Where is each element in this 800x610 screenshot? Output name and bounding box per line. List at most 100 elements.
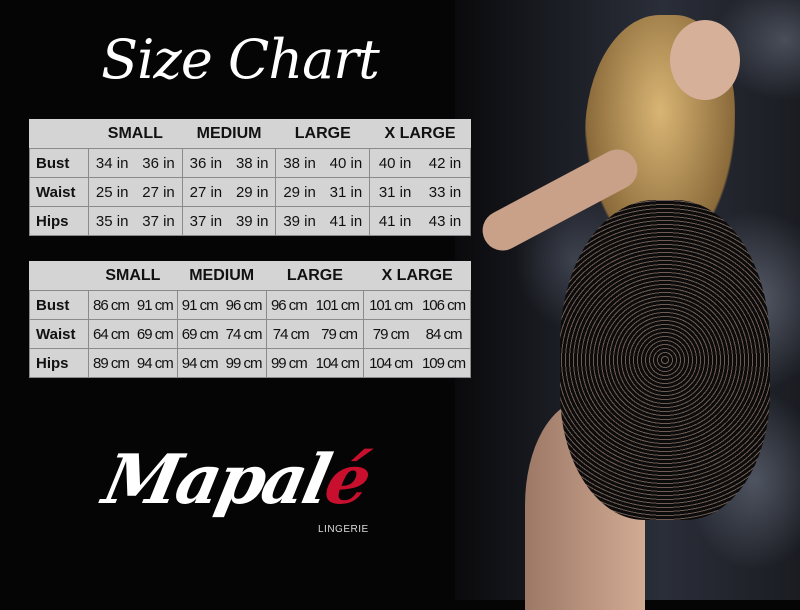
measure-label: Waist — [29, 319, 89, 349]
table-row: Hips 35 in 37 in 37 in 39 in 39 in 41 in 41 in 4… — [29, 206, 471, 236]
size-range-cell: 31 in 33 in — [369, 177, 471, 207]
range-max: 38 in — [235, 154, 269, 172]
size-range-cell: 36 in 38 in — [181, 148, 277, 178]
size-range-cell: 64 cm 69 cm — [88, 319, 178, 349]
range-min: 35 in — [95, 212, 129, 230]
range-min: 39 in — [283, 212, 316, 230]
range-max: 91 cm — [136, 296, 174, 314]
range-max: 101 cm — [315, 296, 360, 314]
logo-text: Mapal — [96, 440, 336, 520]
range-min: 31 in — [378, 183, 412, 201]
range-max: 40 in — [329, 154, 363, 172]
range-max: 106 cm — [421, 296, 466, 314]
range-max: 99 cm — [225, 354, 263, 372]
size-header: SMALL — [105, 266, 161, 284]
size-range-cell: 39 in 41 in — [275, 206, 371, 236]
model-photo — [455, 0, 800, 610]
size-range-cell: 74 cm 79 cm — [265, 319, 365, 349]
range-min: 29 in — [283, 183, 316, 201]
size-range-cell: 94 cm 99 cm — [176, 348, 267, 378]
size-range-cell: 69 cm 74 cm — [176, 319, 267, 349]
range-min: 91 cm — [181, 296, 219, 314]
size-range-cell: 96 cm 101 cm — [265, 290, 365, 320]
size-range-cell: 40 in 42 in — [369, 148, 471, 178]
measure-label: Hips — [29, 348, 89, 378]
range-max: 31 in — [329, 183, 363, 201]
range-max: 104 cm — [315, 354, 360, 372]
corner-cell — [30, 261, 89, 291]
size-header: LARGE — [286, 266, 343, 284]
size-range-cell: 25 in 27 in — [88, 177, 183, 207]
size-range-cell: 101 cm 106 cm — [363, 290, 471, 320]
range-max: 94 cm — [136, 354, 174, 372]
range-min: 40 in — [378, 154, 412, 172]
table-row: Bust 34 in 36 in 36 in 38 in 38 in 40 in 40 in 4… — [29, 148, 471, 178]
range-max: 79 cm — [321, 325, 358, 343]
range-min: 25 in — [95, 183, 129, 201]
model-face — [670, 20, 740, 100]
range-min: 99 cm — [270, 354, 308, 372]
size-header: LARGE — [294, 124, 351, 142]
range-min: 69 cm — [181, 325, 219, 343]
size-range-cell: 35 in 37 in — [88, 206, 183, 236]
size-range-cell: 29 in 31 in — [275, 177, 371, 207]
measure-label: Waist — [29, 177, 89, 207]
table-row: Waist 64 cm 69 cm 69 cm 74 cm 74 cm 79 cm 79 cm… — [29, 319, 471, 349]
range-max: 36 in — [142, 154, 175, 172]
size-header: X LARGE — [384, 124, 456, 142]
header-row: SMALL MEDIUM LARGE X LARGE — [29, 119, 471, 149]
page-title: Size Chart — [101, 28, 380, 91]
table-row: Hips 89 cm 94 cm 94 cm 99 cm 99 cm 104 cm 104 c… — [29, 348, 471, 378]
range-min: 104 cm — [369, 354, 413, 372]
range-max: 43 in — [428, 212, 462, 230]
range-min: 41 in — [378, 212, 412, 230]
range-min: 74 cm — [272, 325, 310, 343]
range-max: 96 cm — [225, 296, 263, 314]
range-min: 79 cm — [372, 325, 410, 343]
range-max: 39 in — [235, 212, 269, 230]
brand-logo: Mapalé — [96, 440, 375, 520]
lace-bodysuit — [560, 200, 770, 520]
size-header: MEDIUM — [196, 124, 262, 142]
size-range-cell: 27 in 29 in — [181, 177, 277, 207]
range-max: 29 in — [235, 183, 269, 201]
measure-label: Bust — [29, 290, 89, 320]
size-header: SMALL — [107, 124, 163, 142]
size-header: X LARGE — [381, 266, 453, 284]
range-min: 37 in — [189, 212, 223, 230]
table-row: Waist 25 in 27 in 27 in 29 in 29 in 31 in 31 in… — [29, 177, 471, 207]
range-min: 38 in — [283, 154, 316, 172]
table-row: Bust 86 cm 91 cm 91 cm 96 cm 96 cm 101 cm 101 c… — [29, 290, 471, 320]
range-min: 36 in — [189, 154, 223, 172]
range-min: 94 cm — [181, 354, 219, 372]
range-min: 89 cm — [93, 354, 130, 372]
size-header: MEDIUM — [189, 266, 255, 284]
range-min: 96 cm — [270, 296, 308, 314]
range-max: 74 cm — [225, 325, 263, 343]
header-row: SMALL MEDIUM LARGE X LARGE — [29, 261, 471, 291]
logo-subtitle: LINGERIE — [318, 524, 369, 535]
size-range-cell: 91 cm 96 cm — [176, 290, 267, 320]
range-max: 84 cm — [425, 325, 463, 343]
size-table-inches: SMALL MEDIUM LARGE X LARGE Bust 34 in 36 in 36 … — [29, 119, 471, 236]
range-max: 109 cm — [421, 354, 466, 372]
size-range-cell: 89 cm 94 cm — [88, 348, 178, 378]
range-min: 34 in — [95, 154, 129, 172]
size-range-cell: 41 in 43 in — [369, 206, 471, 236]
range-max: 41 in — [329, 212, 363, 230]
size-range-cell: 99 cm 104 cm — [265, 348, 365, 378]
range-min: 27 in — [189, 183, 223, 201]
range-max: 42 in — [428, 154, 462, 172]
range-min: 86 cm — [93, 296, 130, 314]
measure-label: Bust — [29, 148, 89, 178]
size-range-cell: 38 in 40 in — [275, 148, 371, 178]
range-max: 37 in — [142, 212, 175, 230]
size-range-cell: 37 in 39 in — [181, 206, 277, 236]
size-range-cell: 104 cm 109 cm — [363, 348, 471, 378]
size-table-centimeters: SMALL MEDIUM LARGE X LARGE Bust 86 cm 91 cm 91 … — [29, 261, 471, 378]
corner-cell — [30, 119, 89, 149]
range-min: 64 cm — [93, 325, 130, 343]
range-max: 27 in — [142, 183, 175, 201]
range-max: 33 in — [428, 183, 462, 201]
size-range-cell: 86 cm 91 cm — [88, 290, 178, 320]
